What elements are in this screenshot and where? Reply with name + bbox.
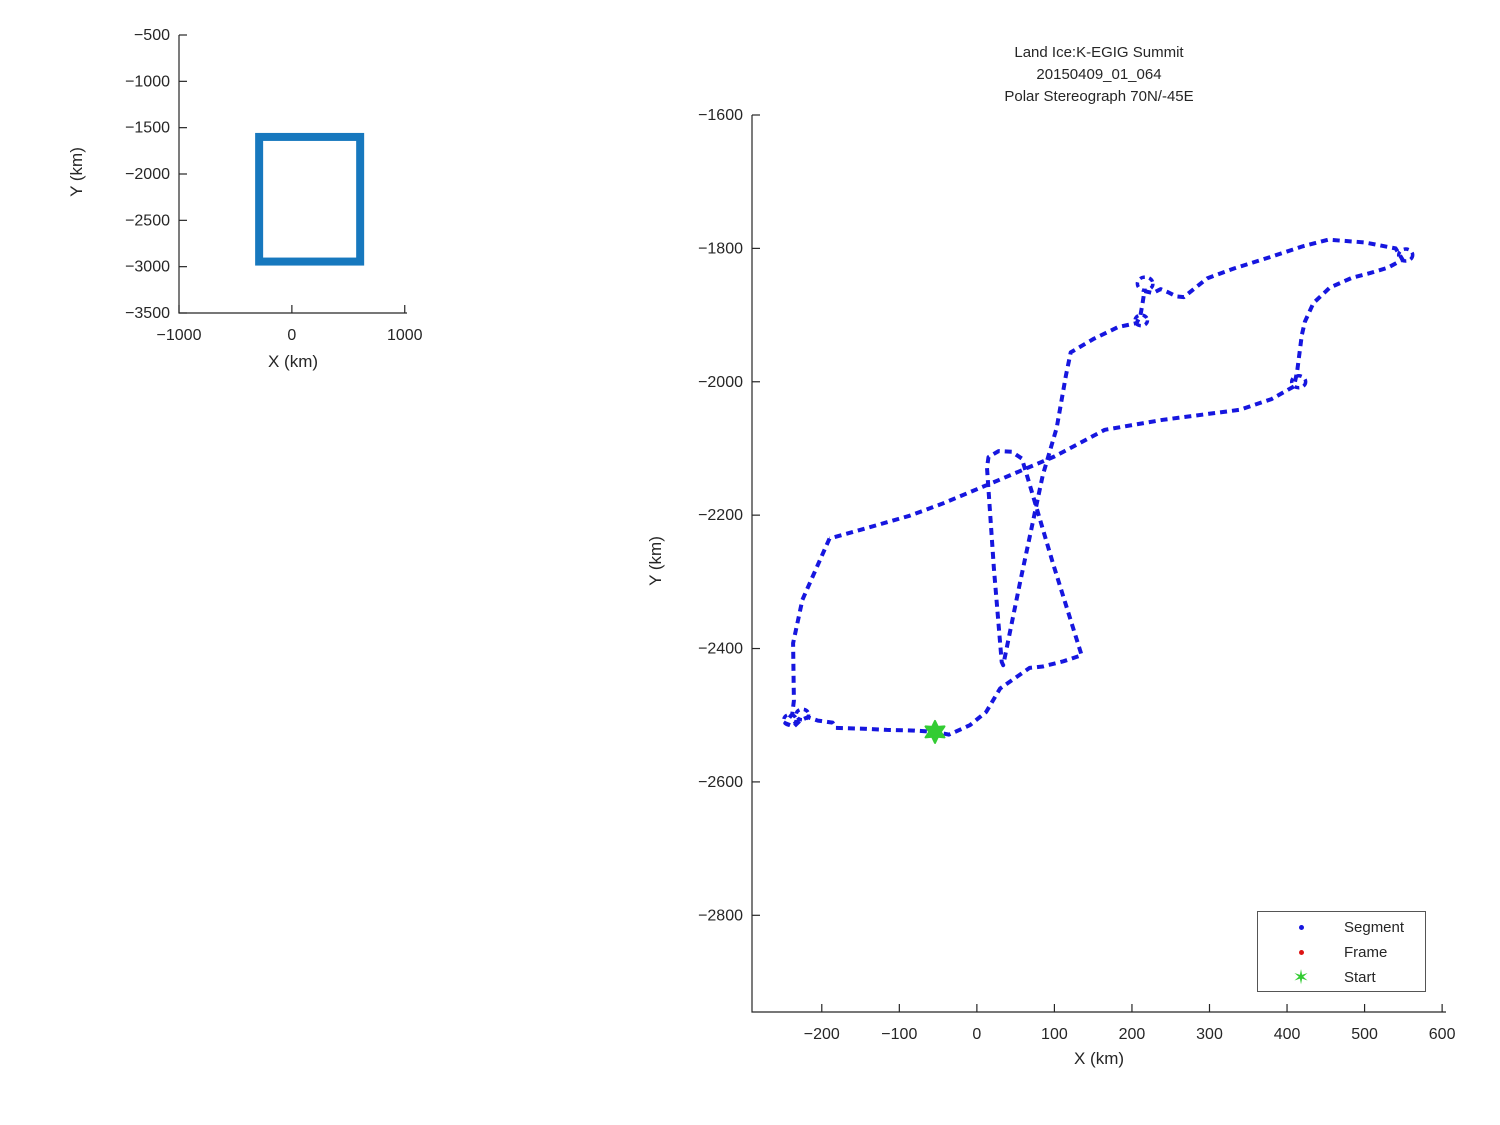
x-tick-label: 300 — [1196, 1026, 1223, 1043]
turn-loop — [782, 712, 798, 727]
x-tick-label: 400 — [1274, 1026, 1301, 1043]
legend: Segment Frame ✶ Start — [1257, 911, 1426, 992]
frame-dot-icon — [1298, 950, 1304, 955]
y-tick-label: −2600 — [698, 774, 743, 791]
turn-loop — [1133, 313, 1150, 328]
x-tick-label: −200 — [804, 1026, 840, 1043]
y-tick-label: −3000 — [125, 259, 170, 276]
segment-dot-icon — [1298, 925, 1304, 930]
title-line-3: Polar Stereograph 70N/-45E — [1004, 88, 1194, 105]
legend-item-frame: Frame — [1258, 940, 1425, 965]
segment-path — [783, 237, 1405, 737]
x-tick-label: 100 — [1041, 1026, 1068, 1043]
x-tick-label: 200 — [1119, 1026, 1146, 1043]
start-star-icon: ✶ — [1292, 966, 1310, 989]
y-tick-label: −500 — [134, 27, 170, 44]
overview-ylabel: Y (km) — [67, 147, 86, 197]
legend-label-segment: Segment — [1344, 919, 1405, 936]
y-tick-label: −1600 — [698, 107, 743, 124]
x-tick-label: −100 — [881, 1026, 917, 1043]
segment-marker-cell — [1258, 925, 1344, 930]
legend-item-start: ✶ Start — [1258, 965, 1425, 990]
turn-loop — [1135, 275, 1155, 293]
y-tick-label: −2800 — [698, 907, 743, 924]
turn-loop — [1289, 374, 1308, 390]
turn-loop — [794, 707, 811, 722]
y-tick-label: −2500 — [125, 212, 170, 229]
x-tick-label: 0 — [972, 1026, 981, 1043]
overview-map-plot: −1000 0 1000 −500 −1000 −1500 −2000 −2500 −3000 −… — [125, 27, 423, 344]
y-tick-label: −2000 — [125, 166, 170, 183]
main-ylabel: Y (km) — [646, 536, 665, 586]
legend-label-start: Start — [1344, 969, 1376, 986]
overview-xlabel: X (km) — [267, 352, 319, 371]
y-tick-label: −3500 — [125, 305, 170, 322]
start-marker — [924, 719, 946, 744]
main-plot-title: Land Ice:K-EGIG Summit 20150409_01_064 P… — [889, 42, 1309, 108]
y-tick-label: −1500 — [125, 120, 170, 137]
x-tick-label: 1000 — [387, 327, 423, 344]
x-tick-label: 500 — [1351, 1026, 1378, 1043]
y-tick-label: −2400 — [698, 641, 743, 658]
title-line-1: Land Ice:K-EGIG Summit — [1014, 44, 1184, 61]
title-line-2: 20150409_01_064 — [1036, 66, 1162, 83]
main-xlabel: X (km) — [1073, 1049, 1125, 1068]
coverage-box — [255, 132, 365, 266]
y-tick-label: −1800 — [698, 240, 743, 257]
x-tick-label: −1000 — [157, 327, 202, 344]
legend-item-segment: Segment — [1258, 915, 1425, 940]
flight-track-axis-spine — [751, 115, 1446, 1013]
y-tick-label: −1000 — [125, 73, 170, 90]
overview-map-axis-spine — [178, 35, 407, 314]
x-tick-label: 0 — [287, 327, 296, 344]
y-tick-label: −2000 — [698, 374, 743, 391]
start-marker-cell: ✶ — [1258, 968, 1344, 988]
legend-label-frame: Frame — [1344, 944, 1388, 961]
y-tick-label: −2200 — [698, 507, 743, 524]
flight-track-plot: −200 −100 0 100 200 300 400 500 600 −1600 −1800 −20… — [698, 107, 1456, 1043]
frame-marker-cell — [1258, 950, 1344, 955]
x-tick-label: 600 — [1429, 1026, 1456, 1043]
turn-loop — [1396, 247, 1415, 263]
